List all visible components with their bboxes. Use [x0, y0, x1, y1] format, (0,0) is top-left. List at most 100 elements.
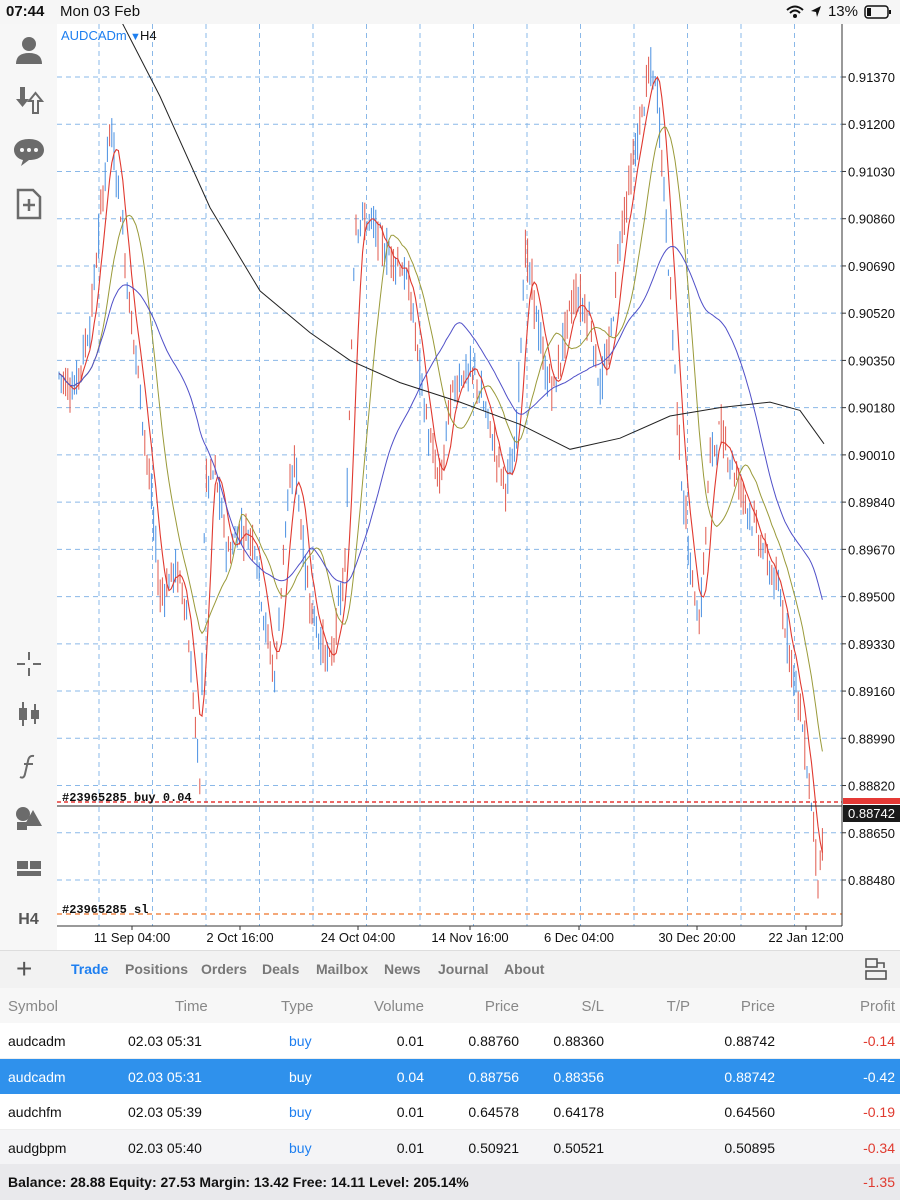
time-label: 22 Jan 12:00 [768, 930, 843, 945]
tab-about[interactable]: About [504, 961, 545, 977]
summary-text: Balance: 28.88 Equity: 27.53 Margin: 13.… [8, 1174, 469, 1190]
trade-panel-button[interactable] [0, 848, 57, 888]
cell-price: 0.64578 [468, 1104, 519, 1120]
cell-time: 02.03 05:39 [128, 1104, 202, 1120]
tab-orders[interactable]: Orders [201, 961, 247, 977]
cell-sl: 0.88356 [553, 1069, 604, 1085]
price-label: 0.89330 [848, 637, 895, 652]
header-tp[interactable]: T/P [666, 998, 690, 1015]
tab-positions[interactable]: Positions [125, 961, 189, 977]
tab-deals[interactable]: Deals [262, 961, 300, 977]
cell-symbol: audcadm [8, 1033, 66, 1049]
price-label: 0.90520 [848, 306, 895, 321]
header-symbol[interactable]: Symbol [8, 998, 59, 1015]
shapes-icon [15, 807, 42, 830]
chat-button[interactable] [0, 132, 57, 172]
add-icon[interactable]: + [16, 953, 33, 984]
wifi-icon [786, 5, 804, 18]
crosshair-button[interactable] [0, 644, 57, 684]
cell-sl: 0.64178 [553, 1104, 604, 1120]
price-label: 0.89670 [848, 542, 895, 557]
chart-timeframe[interactable]: H4 [140, 28, 157, 43]
time-label: 14 Nov 16:00 [431, 930, 508, 945]
price-label: 0.88990 [848, 731, 895, 746]
status-bar: 07:44 Mon 03 Feb 13% [0, 0, 900, 24]
price-label: 0.89500 [848, 590, 895, 605]
symbol-dropdown-icon[interactable]: ▼ [130, 31, 141, 43]
order-line-label[interactable]: #23965285 buy 0.04 [62, 791, 192, 805]
timeframe-button[interactable]: H4 [18, 911, 39, 928]
cell-symbol: audcadm [8, 1069, 66, 1085]
cell-current-price: 0.50895 [724, 1140, 775, 1156]
battery-percent: 13% [827, 3, 858, 20]
price-chart[interactable]: 0.91370 0.91200 0.91030 0.90860 0.90690 0.905… [0, 24, 900, 950]
layout-button[interactable] [864, 957, 888, 986]
cell-type: buy [289, 1140, 312, 1156]
table-row[interactable]: audcadm 02.03 05:31 buy 0.04 0.88756 0.8… [0, 1059, 900, 1094]
candlestick-icon [18, 702, 39, 726]
cell-price: 0.88756 [468, 1069, 519, 1085]
cell-type: buy [289, 1104, 312, 1120]
price-label: 0.88820 [848, 779, 895, 794]
cell-type: buy [289, 1069, 312, 1085]
price-label: 0.90860 [848, 212, 895, 227]
cell-time: 02.03 05:31 [128, 1033, 202, 1049]
tab-news[interactable]: News [384, 961, 421, 977]
header-sl[interactable]: S/L [581, 998, 604, 1015]
header-price[interactable]: Price [484, 998, 519, 1015]
cell-volume: 0.04 [396, 1069, 424, 1085]
price-label: 0.91030 [848, 164, 895, 179]
chart-type-button[interactable] [0, 694, 57, 734]
header-time[interactable]: Time [175, 998, 208, 1015]
terminal-tabs: + Trade Positions Orders Deals Mailbox N… [0, 950, 900, 989]
account-button[interactable] [0, 30, 57, 70]
table-row[interactable]: audchfm 02.03 05:39 buy 0.01 0.64578 0.6… [0, 1094, 900, 1130]
time-label: 11 Sep 04:00 [94, 930, 170, 945]
panel-icon [16, 861, 41, 876]
table-row[interactable]: audgbpm 02.03 05:40 buy 0.01 0.50921 0.5… [0, 1130, 900, 1166]
trade-button[interactable] [0, 80, 57, 120]
crosshair-icon [16, 652, 41, 676]
objects-button[interactable] [0, 798, 57, 838]
cell-profit: -0.14 [863, 1033, 895, 1049]
cell-current-price: 0.88742 [724, 1033, 775, 1049]
positions-table: Symbol Time Type Volume Price S/L T/P Pr… [0, 988, 900, 1166]
bid-marker [843, 798, 900, 804]
price-label: 0.91200 [848, 117, 895, 132]
header-volume[interactable]: Volume [373, 998, 424, 1015]
price-axis: 0.91370 0.91200 0.91030 0.90860 0.90690 0.905… [842, 70, 895, 888]
ma-fast [58, 76, 823, 853]
cell-type: buy [289, 1033, 312, 1049]
ma-slow [58, 245, 823, 600]
price-label: 0.91370 [848, 70, 895, 85]
time-axis: 11 Sep 04:00 2 Oct 16:00 24 Oct 04:00 14 No… [94, 926, 844, 945]
sl-line-label[interactable]: #23965285 sl [62, 903, 148, 917]
summary-total-profit: -1.35 [863, 1174, 895, 1190]
cell-volume: 0.01 [396, 1140, 424, 1156]
left-toolbar: H4 [0, 24, 57, 950]
header-profit[interactable]: Profit [859, 998, 895, 1015]
new-order-button[interactable] [0, 184, 57, 224]
cell-profit: -0.42 [863, 1069, 895, 1085]
tab-mailbox[interactable]: Mailbox [316, 961, 369, 977]
cell-volume: 0.01 [396, 1033, 424, 1049]
table-row[interactable]: audcadm 02.03 05:31 buy 0.01 0.88760 0.8… [0, 1023, 900, 1059]
arrows-updown-icon [15, 87, 44, 114]
indicators-button[interactable] [0, 746, 57, 786]
header-type[interactable]: Type [281, 998, 314, 1015]
chart-symbol[interactable]: AUDCADm [61, 28, 127, 43]
cell-time: 02.03 05:40 [128, 1140, 202, 1156]
price-label: 0.90010 [848, 448, 895, 463]
status-indicators: 13% [786, 3, 892, 20]
tab-trade[interactable]: Trade [71, 961, 109, 977]
current-price-box [843, 805, 900, 822]
time-label: 24 Oct 04:00 [321, 930, 395, 945]
chart-grid [57, 24, 842, 926]
price-label: 0.89160 [848, 684, 895, 699]
tab-journal[interactable]: Journal [438, 961, 489, 977]
header-current-price[interactable]: Price [740, 998, 775, 1015]
price-label: 0.88650 [848, 826, 895, 841]
cell-time: 02.03 05:31 [128, 1069, 202, 1085]
cell-sl: 0.50521 [553, 1140, 604, 1156]
account-summary: Balance: 28.88 Equity: 27.53 Margin: 13.… [0, 1164, 900, 1200]
